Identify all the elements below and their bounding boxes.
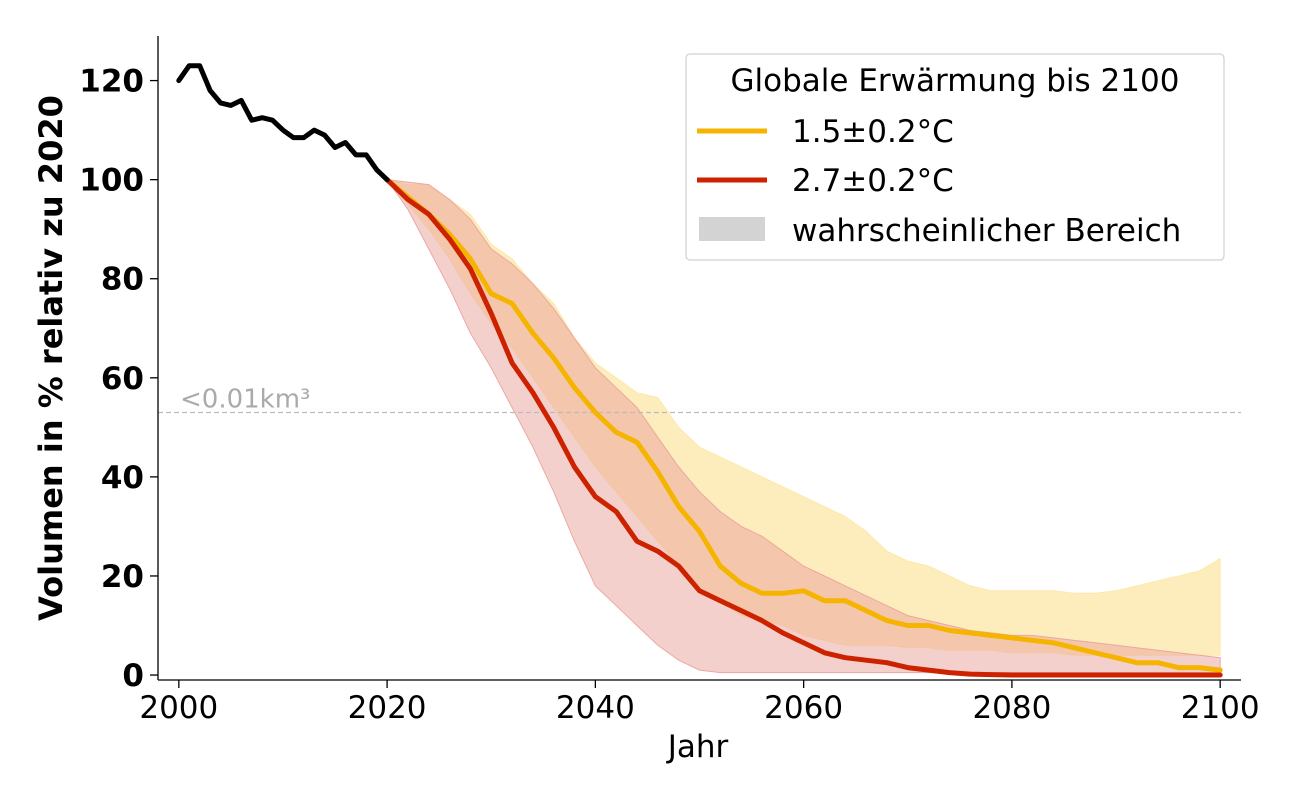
line-observed [176,63,390,183]
x-tick-label: 2040 [556,690,635,726]
line-2-7 [384,177,1223,678]
y-tick-label: 120 [79,64,144,100]
band-2-7 [386,179,1221,674]
y-axis-title: Volumen in % relativ zu 2020 [32,95,70,621]
legend-label-range: wahrscheinlicher Bereich [792,213,1181,249]
x-tick-label: 2060 [764,690,843,726]
legend-box [685,53,1225,261]
x-axis-title: Jahr [666,729,729,765]
series-lines [176,63,1223,678]
x-tick-label: 2100 [1181,690,1260,726]
legend-swatch-range [699,217,765,241]
reference-line-label: <0.01km³ [180,384,310,414]
y-tick-label: 0 [122,658,144,694]
legend-label-1-5: 1.5±0.2°C [792,114,954,150]
y-tick-label: 20 [101,559,144,595]
x-tick-label: 2000 [139,690,218,726]
y-tick-label: 40 [101,460,144,496]
y-tick-label: 100 [79,163,144,199]
legend-title: Globale Erwärmung bis 2100 [731,63,1180,99]
x-axis-ticks: 2000 2020 2040 2060 2080 2100 [139,680,1260,726]
line-1-5 [384,177,1223,673]
likely-range-bands [385,178,1221,674]
y-tick-label: 80 [101,262,144,298]
y-tick-label: 60 [101,361,144,397]
legend: Globale Erwärmung bis 2100 1.5±0.2°C 2.7… [685,53,1225,261]
x-tick-label: 2020 [348,690,427,726]
x-tick-label: 2080 [972,690,1051,726]
y-axis-ticks: 0 20 40 60 80 100 120 [79,64,158,694]
legend-label-2-7: 2.7±0.2°C [792,163,954,199]
